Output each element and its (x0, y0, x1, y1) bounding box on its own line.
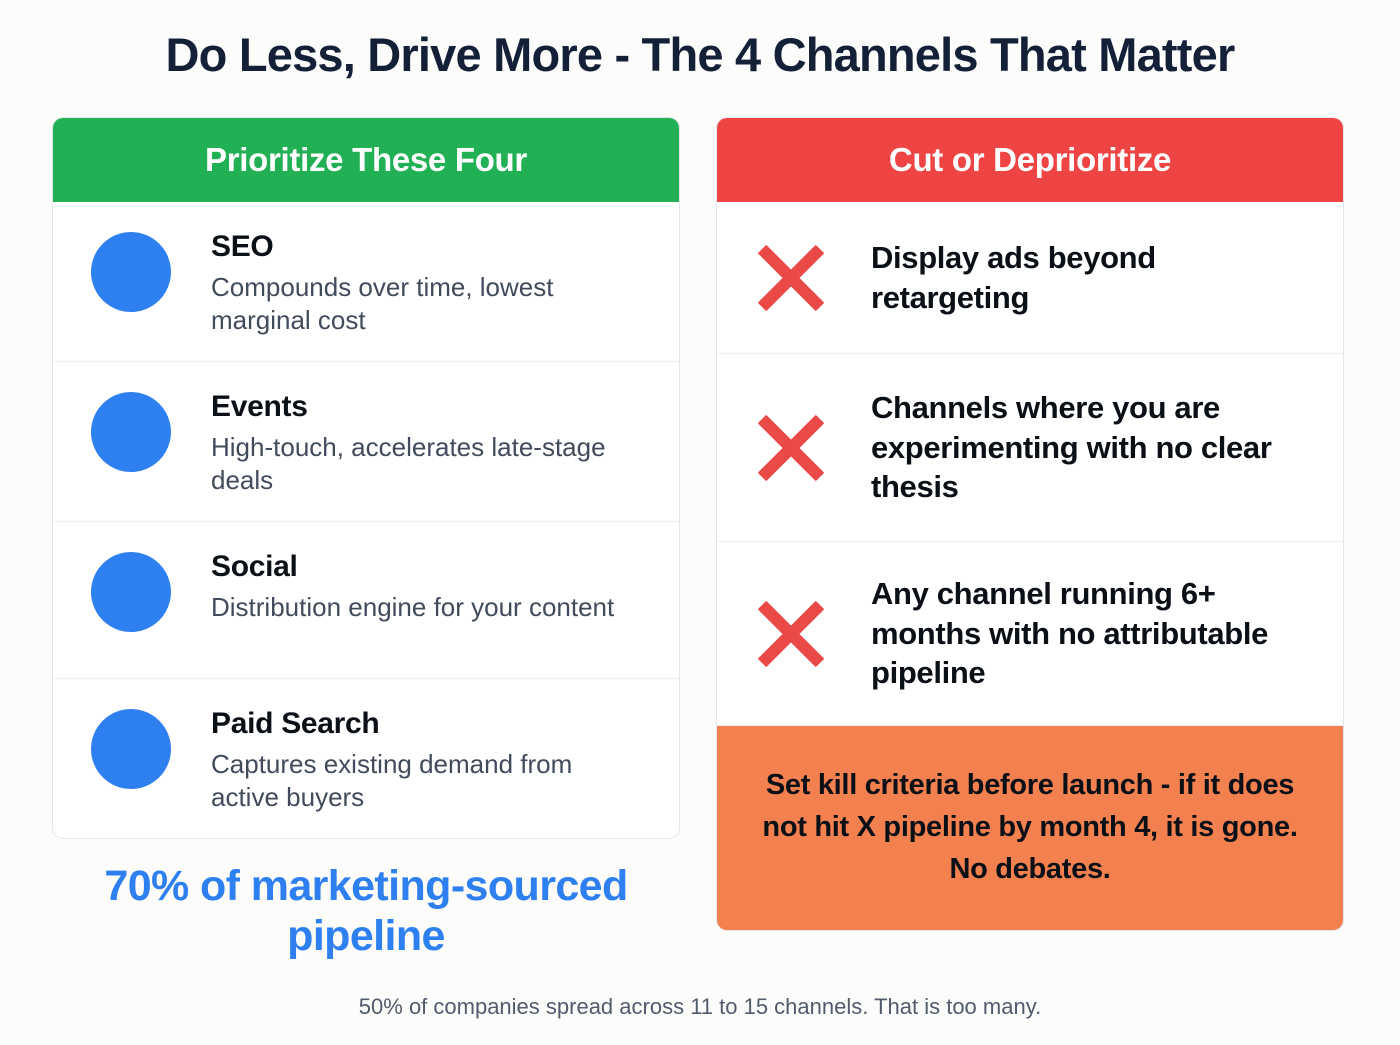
channel-name: Paid Search (211, 707, 380, 741)
blue-circle-bullet-icon (91, 552, 171, 633)
cut-item-label: Any channel running 6+ months with no at… (871, 575, 1268, 691)
list-item-content: Paid Search Captures existing demand fro… (211, 705, 641, 814)
list-item: Paid Search Captures existing demand fro… (53, 679, 679, 838)
list-item: Any channel running 6+ months with no at… (717, 542, 1343, 726)
x-mark-icon (751, 408, 831, 488)
channel-name: Social (211, 550, 298, 584)
footer-note: 50% of companies spread across 11 to 15 … (358, 994, 1042, 1019)
list-item-content: Social Distribution engine for your cont… (211, 548, 614, 624)
blue-circle-bullet-icon (91, 232, 171, 312)
cut-item-label: Channels where you are experimenting wit… (871, 389, 1272, 505)
channel-description: Captures existing demand from active buy… (211, 748, 573, 812)
cut-item-label: Display ads beyond retargeting (871, 239, 1156, 315)
prioritize-column: Prioritize These Four SEO Compounds over… (52, 117, 680, 962)
cut-card: Cut or Deprioritize Display ads beyond r… (716, 117, 1344, 932)
channel-name: Events (211, 390, 308, 424)
list-item-content: SEO Compounds over time, lowest marginal… (211, 228, 641, 337)
list-item-content: Events High-touch, accelerates late-stag… (211, 388, 641, 497)
list-item: Events High-touch, accelerates late-stag… (53, 362, 679, 523)
list-item: Channels where you are experimenting wit… (717, 354, 1343, 542)
channel-name: SEO (211, 230, 274, 263)
list-item: SEO Compounds over time, lowest marginal… (53, 202, 679, 363)
channel-description: High-touch, accelerates late-stage deals (211, 431, 606, 495)
prioritize-card-header: Prioritize These Four (53, 118, 679, 202)
pipeline-stat-highlight: 70% of marketing-sourced pipeline (104, 862, 628, 961)
channel-description: Compounds over time, lowest marginal cos… (211, 271, 554, 335)
list-item: Social Distribution engine for your cont… (53, 522, 679, 680)
blue-circle-bullet-icon (91, 392, 171, 473)
blue-circle-bullet-icon (91, 709, 171, 790)
kill-criteria-callout: Set kill criteria before launch - if it … (717, 726, 1343, 931)
channel-description: Distribution engine for your content (211, 591, 615, 622)
cut-card-header: Cut or Deprioritize (717, 118, 1343, 202)
page-title: Do Less, Drive More - The 4 Channels Tha… (165, 28, 1236, 81)
list-item: Display ads beyond retargeting (717, 202, 1343, 354)
prioritize-card: Prioritize These Four SEO Compounds over… (52, 117, 680, 840)
two-column-comparison: Prioritize These Four SEO Compounds over… (52, 117, 1348, 962)
x-mark-icon (751, 594, 831, 674)
x-mark-icon (751, 238, 831, 318)
cut-column: Cut or Deprioritize Display ads beyond r… (716, 117, 1344, 932)
